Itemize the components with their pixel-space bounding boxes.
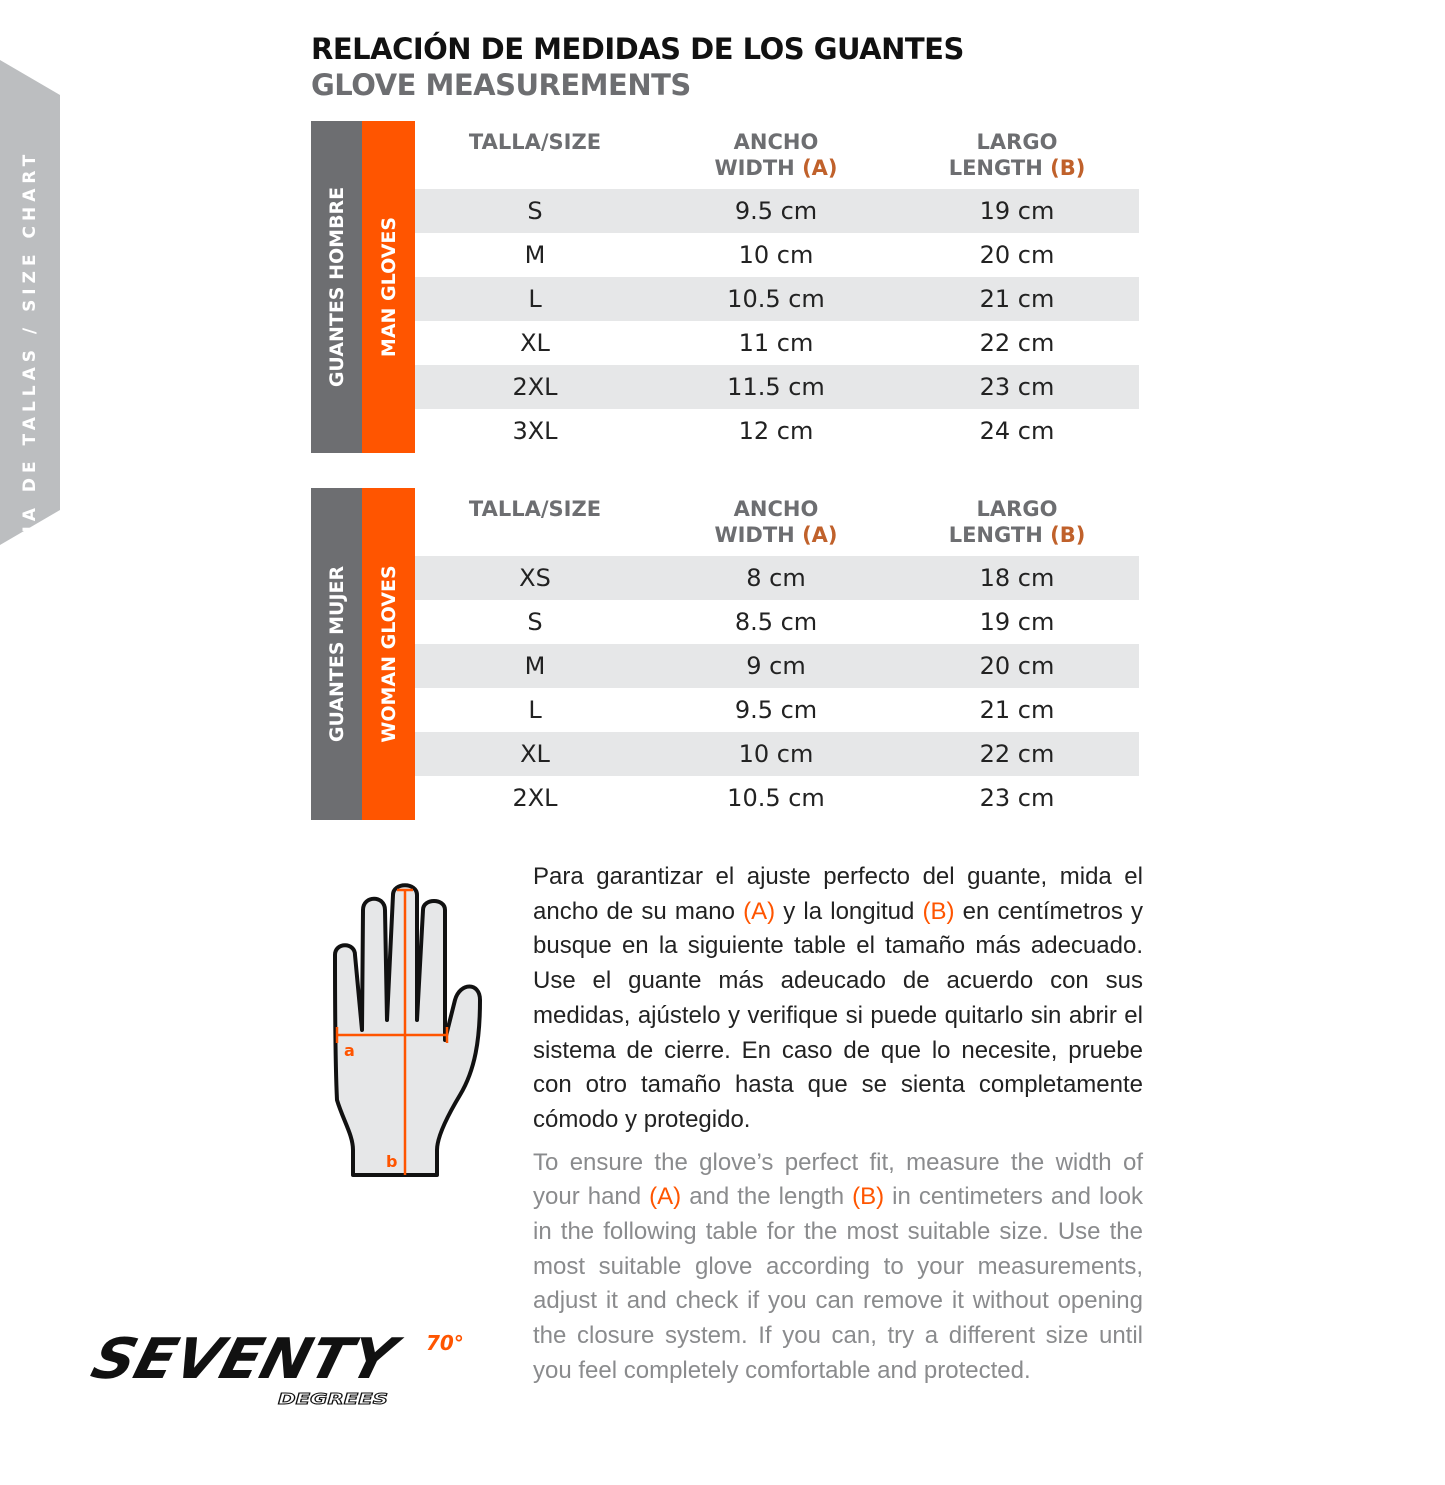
size-cell: XS xyxy=(519,564,551,592)
men-label-en: MAN GLOVES xyxy=(377,216,400,358)
length-cell: 23 cm xyxy=(979,784,1055,812)
svg-text:SEVENTY: SEVENTY xyxy=(88,1328,408,1392)
men-label-es: GUANTES HOMBRE xyxy=(325,186,348,388)
men-size-table: GUANTES HOMBRE MAN GLOVES TALLA/SIZE ANC… xyxy=(311,121,1139,453)
length-cell: 19 cm xyxy=(979,197,1055,225)
table-row: L 9.5 cm 21 cm xyxy=(415,688,1139,732)
header-width: ANCHO WIDTH (A) xyxy=(714,497,838,547)
length-cell: 24 cm xyxy=(979,417,1055,445)
size-cell: XL xyxy=(520,329,550,357)
men-band-en: MAN GLOVES xyxy=(362,121,415,453)
length-cell: 18 cm xyxy=(979,564,1055,592)
women-band-en: WOMAN GLOVES xyxy=(362,488,415,820)
label-a: a xyxy=(344,1041,355,1060)
table-row: S 9.5 cm 19 cm xyxy=(415,189,1139,233)
table-row: 2XL 10.5 cm 23 cm xyxy=(415,776,1139,820)
header-size: TALLA/SIZE xyxy=(468,130,602,154)
table-row: M 9 cm 20 cm xyxy=(415,644,1139,688)
table-row: M 10 cm 20 cm xyxy=(415,233,1139,277)
width-cell: 10 cm xyxy=(738,241,814,269)
side-tab: GUIA DE TALLAS / SIZE CHART xyxy=(0,60,60,570)
size-cell: M xyxy=(524,241,546,269)
length-cell: 21 cm xyxy=(979,285,1055,313)
header-length: LARGO LENGTH (B) xyxy=(948,497,1086,547)
svg-text:DEGREES: DEGREES xyxy=(278,1390,388,1408)
width-cell: 8.5 cm xyxy=(734,608,818,636)
men-band-es: GUANTES HOMBRE xyxy=(311,121,362,453)
width-cell: 10.5 cm xyxy=(727,285,825,313)
length-cell: 23 cm xyxy=(979,373,1055,401)
length-cell: 22 cm xyxy=(979,329,1055,357)
length-cell: 21 cm xyxy=(979,696,1055,724)
width-cell: 9.5 cm xyxy=(734,197,818,225)
length-cell: 20 cm xyxy=(979,241,1055,269)
size-cell: XL xyxy=(520,740,550,768)
women-band-es: GUANTES MUJER xyxy=(311,488,362,820)
table-row: XL 10 cm 22 cm xyxy=(415,732,1139,776)
side-tab-label: GUIA DE TALLAS / SIZE CHART xyxy=(20,149,40,571)
seventy-degrees-logo: SEVENTY DEGREES 70° xyxy=(88,1328,464,1409)
table-row: XL 11 cm 22 cm xyxy=(415,321,1139,365)
instructions-es: Para garantizar el ajuste perfecto del g… xyxy=(533,863,1144,1133)
instructions: Para garantizar el ajuste perfecto del g… xyxy=(533,860,1143,1389)
table-row: 3XL 12 cm 24 cm xyxy=(415,409,1139,453)
width-cell: 10 cm xyxy=(738,740,814,768)
table-row: S 8.5 cm 19 cm xyxy=(415,600,1139,644)
size-cell: L xyxy=(528,285,542,313)
size-cell: S xyxy=(527,608,543,636)
width-cell: 8 cm xyxy=(746,564,806,592)
width-cell: 9.5 cm xyxy=(734,696,818,724)
table-row: XS 8 cm 18 cm xyxy=(415,556,1139,600)
length-cell: 19 cm xyxy=(979,608,1055,636)
width-cell: 9 cm xyxy=(746,652,806,680)
table-header: TALLA/SIZE ANCHO WIDTH (A) LARGO LENGTH (B… xyxy=(415,121,1139,189)
label-b: b xyxy=(386,1152,397,1171)
length-cell: 22 cm xyxy=(979,740,1055,768)
size-cell: M xyxy=(524,652,546,680)
table-row: 2XL 11.5 cm 23 cm xyxy=(415,365,1139,409)
width-cell: 11.5 cm xyxy=(727,373,825,401)
women-label-es: GUANTES MUJER xyxy=(325,565,348,743)
svg-text:70°: 70° xyxy=(426,1331,464,1355)
header-size: TALLA/SIZE xyxy=(468,497,602,521)
header-width: ANCHO WIDTH (A) xyxy=(714,130,838,180)
hand-measurement-illustration: a b xyxy=(333,883,482,1177)
women-size-table: GUANTES MUJER WOMAN GLOVES TALLA/SIZE AN… xyxy=(311,488,1139,820)
width-cell: 10.5 cm xyxy=(727,784,825,812)
title-en: GLOVE MEASUREMENTS xyxy=(311,68,691,102)
table-row: L 10.5 cm 21 cm xyxy=(415,277,1139,321)
size-cell: 2XL xyxy=(512,373,558,401)
instructions-en: To ensure the glove’s perfect fit, measu… xyxy=(533,1148,1144,1384)
title-es: RELACIÓN DE MEDIDAS DE LOS GUANTES xyxy=(311,32,964,66)
width-cell: 12 cm xyxy=(738,417,814,445)
hand-outline xyxy=(333,883,482,1177)
size-cell: 3XL xyxy=(512,417,558,445)
header-length: LARGO LENGTH (B) xyxy=(948,130,1086,180)
size-cell: S xyxy=(527,197,543,225)
size-cell: L xyxy=(528,696,542,724)
size-cell: 2XL xyxy=(512,784,558,812)
women-label-en: WOMAN GLOVES xyxy=(377,565,400,743)
length-cell: 20 cm xyxy=(979,652,1055,680)
width-cell: 11 cm xyxy=(738,329,814,357)
table-header: TALLA/SIZE ANCHO WIDTH (A) LARGO LENGTH (B… xyxy=(415,488,1139,556)
